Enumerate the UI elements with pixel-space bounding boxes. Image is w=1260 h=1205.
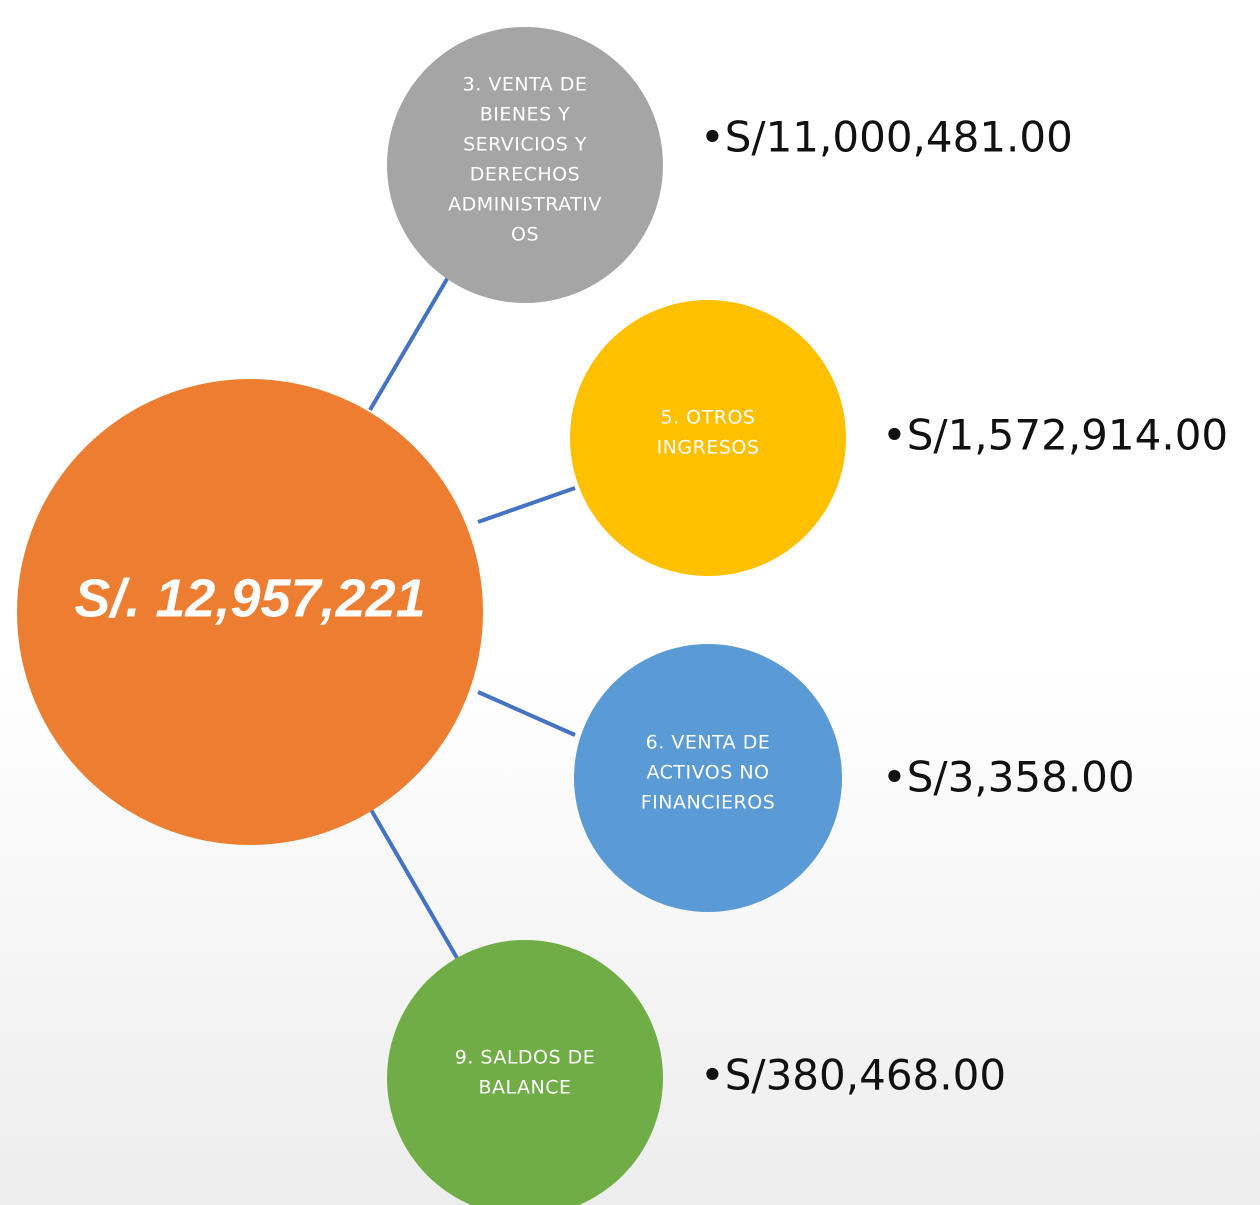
node-label: OS (511, 224, 539, 246)
node-label: 5. OTROS (661, 407, 756, 429)
node-circle (570, 300, 846, 576)
node-label: BIENES Y (480, 104, 571, 126)
node-amount: •S/11,000,481.00 (700, 113, 1073, 162)
node-label: DERECHOS (470, 164, 580, 186)
node-amount: •S/380,468.00 (700, 1051, 1006, 1100)
node-label: 3. VENTA DE (463, 74, 588, 96)
node-circle (387, 27, 663, 303)
node-label: SERVICIOS Y (463, 134, 587, 156)
connector (477, 486, 576, 524)
center-circle (17, 379, 483, 845)
node-label: ACTIVOS NO (646, 762, 769, 784)
node-label: 9. SALDOS DE (455, 1047, 595, 1069)
node-label: 6. VENTA DE (646, 732, 771, 754)
node-amount: •S/3,358.00 (882, 753, 1135, 802)
node-label: BALANCE (478, 1077, 571, 1099)
node-amount: •S/1,572,914.00 (882, 411, 1228, 460)
connector (368, 806, 459, 960)
connector (368, 260, 459, 412)
connector (477, 690, 576, 737)
node-label: INGRESOS (657, 437, 760, 459)
node-label: ADMINISTRATIV (448, 194, 602, 216)
node-circle (387, 940, 663, 1205)
node-circle (574, 644, 842, 912)
node-label: FINANCIEROS (641, 792, 776, 814)
center-label: S/. 12,957,221 (74, 568, 425, 628)
connectors (368, 260, 576, 960)
